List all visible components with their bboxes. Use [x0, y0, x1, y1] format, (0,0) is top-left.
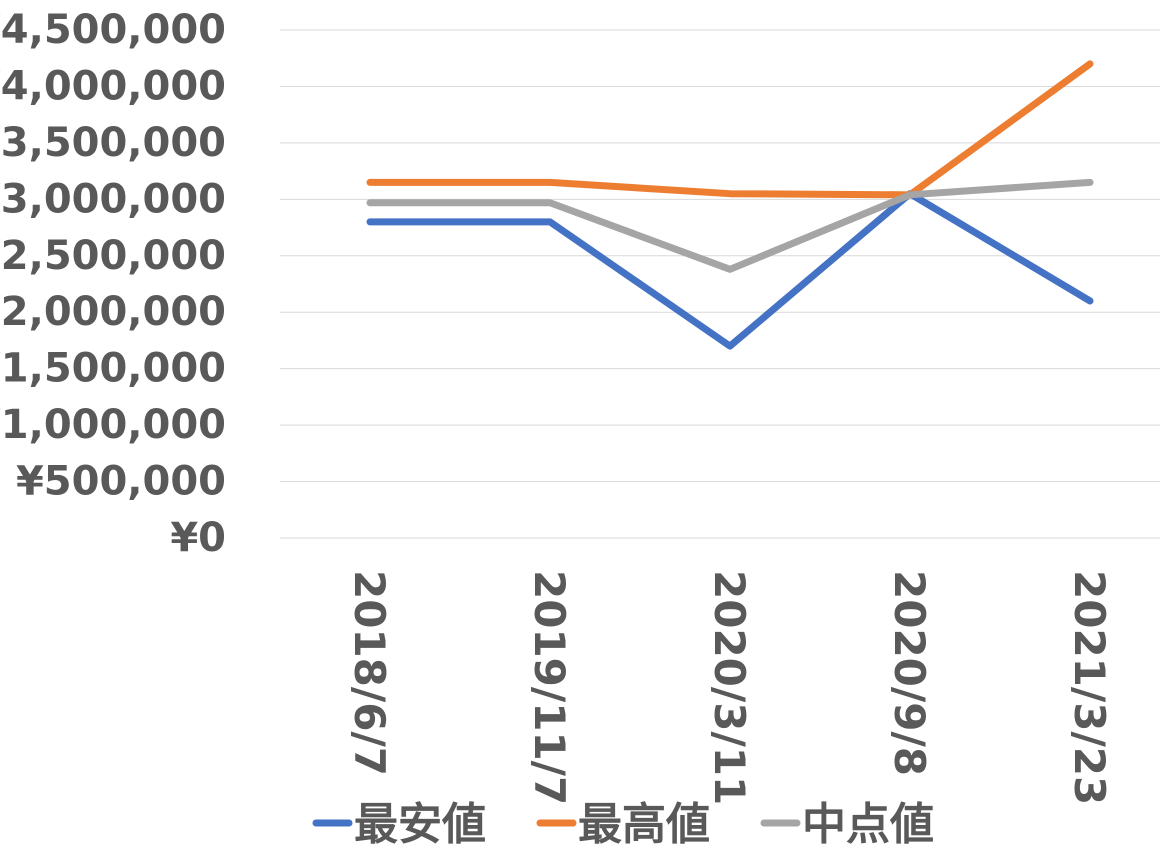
y-tick-label: ¥0 [170, 515, 226, 561]
x-tick-label: 2019/11/7 [525, 570, 574, 805]
y-tick-label: ¥3,000,000 [0, 176, 226, 222]
y-tick-label: ¥1,000,000 [0, 402, 226, 448]
legend-item: 最高値 [540, 799, 710, 850]
y-tick-label: ¥4,000,000 [0, 63, 226, 109]
y-axis-tick-labels: ¥0 ¥500,000 ¥1,000,000 ¥1,500,000 ¥2,000,000… [0, 7, 226, 561]
x-tick-label: 2020/9/8 [885, 570, 934, 776]
y-tick-label: ¥3,500,000 [0, 120, 226, 166]
legend-label: 最高値 [578, 799, 710, 850]
x-tick-label: 2018/6/7 [345, 570, 394, 776]
x-tick-label: 2021/3/23 [1065, 570, 1114, 805]
x-axis-tick-labels: 2018/6/7 2019/11/7 2020/3/11 2020/9/8 2021/3… [345, 570, 1114, 805]
legend-item: 最安値 [316, 799, 486, 850]
y-tick-label: ¥4,500,000 [0, 7, 226, 53]
series-lines [370, 64, 1090, 346]
legend-item: 中点値 [764, 799, 934, 850]
y-tick-label: ¥500,000 [16, 459, 226, 505]
y-tick-label: ¥2,000,000 [0, 289, 226, 335]
legend: 最安値 最高値 中点値 [316, 799, 934, 850]
y-tick-label: ¥1,500,000 [0, 346, 226, 392]
legend-label: 最安値 [354, 799, 486, 850]
series-line-1 [370, 64, 1090, 195]
y-tick-label: ¥2,500,000 [0, 233, 226, 279]
legend-label: 中点値 [802, 799, 934, 850]
x-tick-label: 2020/3/11 [705, 570, 754, 805]
